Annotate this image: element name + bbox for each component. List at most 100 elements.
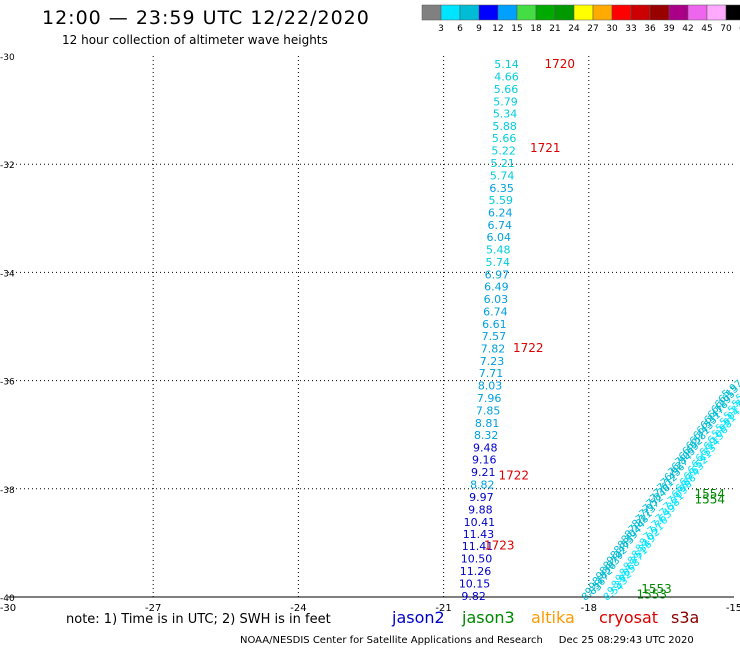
wave-height-value: 11.43: [463, 528, 495, 541]
track-time-label: 1720: [544, 57, 575, 71]
wave-height-value: 9.82: [461, 590, 486, 603]
wave-height-value: 10.50: [461, 553, 493, 566]
footer-timestamp: Dec 25 08:29:43 UTC 2020: [558, 635, 694, 646]
y-tick-label: -30: [0, 53, 15, 63]
track-time-label: 1723: [484, 539, 515, 553]
colorbar-swatch: [630, 4, 651, 21]
track-time-label: 1554: [695, 493, 726, 507]
colorbar-label: 70: [720, 24, 732, 34]
colorbar-label: 45: [701, 24, 712, 34]
colorbar-swatch: [706, 4, 727, 21]
x-tick-label: -30: [0, 603, 16, 614]
wave-height-value: 9.88: [468, 503, 493, 516]
wave-height-value: 9.21: [471, 466, 496, 479]
page-subtitle: 12 hour collection of altimeter wave hei…: [62, 33, 328, 47]
wave-height-value: 6.74: [483, 305, 508, 318]
legend-altika: altika: [531, 608, 575, 627]
colorbar-label: 27: [587, 24, 598, 34]
legend-jason2: jason2: [392, 608, 445, 627]
y-tick-label: -34: [0, 269, 15, 279]
wave-height-value: 5.88: [492, 120, 517, 133]
wave-height-value: 9.48: [473, 442, 498, 455]
colorbar-label: 33: [625, 24, 636, 34]
wave-height-value: 6.61: [482, 318, 507, 331]
wave-height-value: 6.35: [489, 182, 514, 195]
colorbar-label: 36: [644, 24, 656, 34]
wave-height-value: 5.48: [486, 244, 511, 257]
wave-height-value: 5.59: [488, 194, 513, 207]
wave-height-value: 8.32: [474, 429, 499, 442]
colorbar-label: 9: [476, 24, 482, 34]
colorbar-label: 24: [568, 24, 580, 34]
colorbar-swatch: [459, 4, 480, 21]
wave-height-value: 5.14: [494, 58, 519, 71]
wave-height-value: 9.97: [469, 491, 494, 504]
wave-height-value: 11.41: [462, 540, 494, 553]
y-tick-label: -40: [0, 594, 15, 604]
wave-height-value: 5.66: [730, 388, 740, 410]
colorbar-swatch: [687, 4, 708, 21]
track-time-label: 1722: [513, 341, 544, 355]
colorbar-swatch: [497, 4, 518, 21]
wave-height-value: 7.96: [477, 392, 502, 405]
wave-height-value: 7.82: [481, 343, 506, 356]
colorbar-swatch: [649, 4, 670, 21]
x-tick-label: -21: [435, 603, 451, 614]
wave-height-value: 8.03: [478, 379, 503, 392]
wave-height-value: 5.61: [734, 382, 740, 404]
wave-height-value: 5.74: [490, 170, 515, 183]
wave-height-value: 11.26: [460, 565, 492, 578]
wave-height-value: 7.85: [476, 404, 501, 417]
wave-height-value: 5.66: [492, 132, 517, 145]
y-tick-label: -32: [0, 161, 15, 171]
track-time-label: 1553: [636, 587, 667, 601]
track-time-label: 1722: [499, 468, 530, 482]
colorbar-label: 30: [606, 24, 618, 34]
footer-credit-text: NOAA/NESDIS Center for Satellite Applica…: [240, 635, 543, 646]
colorbar-swatch: [535, 4, 556, 21]
wave-height-value: 5.79: [493, 95, 518, 108]
wave-height-value: 6.24: [488, 206, 513, 219]
wave-height-value: 8.82: [470, 478, 495, 491]
colorbar-label: 3: [438, 24, 444, 34]
wave-height-value: 4.66: [494, 71, 519, 84]
wave-height-value: 7.57: [482, 330, 507, 343]
wave-height-value: 9.16: [472, 454, 497, 467]
legend-cryosat: cryosat: [599, 608, 659, 627]
page-title: 12:00 — 23:59 UTC 12/22/2020: [42, 7, 370, 29]
y-tick-label: -38: [0, 486, 15, 496]
wave-height-value: 7.71: [479, 367, 504, 380]
wave-height-value: 6.04: [487, 231, 512, 244]
wave-height-value: 10.15: [459, 577, 491, 590]
colorbar-swatch: [440, 4, 461, 21]
legend-s3a: s3a: [671, 608, 700, 627]
colorbar-swatch: [516, 4, 537, 21]
colorbar-swatch: [725, 4, 740, 21]
wave-height-value: 5.22: [491, 145, 516, 158]
colorbar-label: 21: [549, 24, 560, 34]
wave-height-value: 6.97: [485, 269, 510, 282]
colorbar-swatch: [611, 4, 632, 21]
colorbar-swatch: [554, 4, 575, 21]
y-tick-label: -36: [0, 378, 15, 388]
colorbar-swatch: [592, 4, 613, 21]
wave-height-value: 10.41: [464, 516, 496, 529]
legend-jason3: jason3: [462, 608, 515, 627]
colorbar-swatch: [478, 4, 499, 21]
wave-height-value: 5.21: [490, 157, 515, 170]
wave-height-value: 7.23: [480, 355, 505, 368]
colorbar-label: 42: [682, 24, 693, 34]
colorbar-label: 6: [457, 24, 463, 34]
colorbar-swatch: [421, 4, 442, 21]
x-tick-label: -15: [726, 603, 740, 614]
wave-height-value: 5.66: [494, 83, 519, 96]
x-tick-label: -18: [581, 603, 597, 614]
wave-height-value: 6.49: [484, 280, 509, 293]
colorbar-swatch: [573, 4, 594, 21]
wave-height-value: 5.74: [486, 256, 511, 269]
track-time-label: 1554: [695, 487, 726, 501]
colorbar-label: 18: [530, 24, 542, 34]
colorbar-label: 15: [511, 24, 522, 34]
